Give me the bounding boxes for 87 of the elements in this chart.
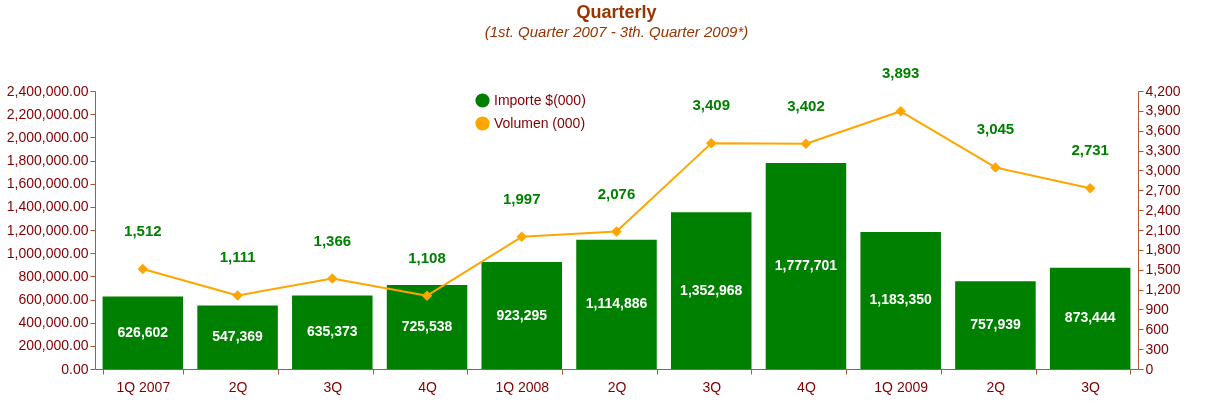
data-label: 1,111	[219, 248, 256, 266]
x-tick-label: 2Q	[228, 378, 248, 395]
legend-label: Importe $(000)	[494, 91, 586, 108]
x-tick-label: 4Q	[797, 378, 816, 395]
y-tick-label: 2,200,000.00	[6, 105, 89, 122]
data-label: 1,366	[313, 231, 352, 249]
y2-tick-label: 0	[1145, 360, 1154, 377]
point	[327, 273, 338, 284]
bar	[197, 305, 278, 369]
data-label: 1,997	[502, 189, 541, 207]
point	[705, 138, 717, 149]
data-label: 1,777,701	[774, 257, 838, 274]
x-tick-label: 2Q	[986, 378, 1006, 395]
data-label: 3,893	[881, 64, 920, 82]
y-tick-label: 2,000,000.00	[6, 128, 89, 145]
y-tick-label: 1,200,000.00	[6, 221, 89, 238]
y-tick-label: 0.00	[61, 360, 89, 377]
x-tick-label: 1Q 2007	[116, 378, 171, 395]
y2-tick-label: 300	[1145, 340, 1170, 357]
y-tick-label: 1,800,000.00	[6, 152, 89, 168]
y-tick-label: 1,400,000.00	[6, 198, 89, 215]
y-tick-label: 200,000.00	[18, 337, 89, 354]
data-label: 1,114,886	[585, 295, 648, 312]
y2-tick-label: 2,400	[1145, 201, 1181, 218]
y2-tick-label: 3,300	[1145, 142, 1181, 159]
y2-tick-label: 1,800	[1145, 241, 1181, 258]
chart-subtitle: (1st. Quarter 2007 - 3th. Quarter 2009*)	[484, 23, 749, 41]
bar	[292, 295, 373, 369]
point	[800, 138, 812, 150]
point	[421, 290, 433, 301]
y2-tick-label: 2,100	[1145, 221, 1181, 238]
x-tick-label: 2Q	[607, 378, 627, 395]
data-label: 3,045	[976, 120, 1015, 138]
bar	[576, 239, 657, 369]
data-label: 3,409	[692, 96, 731, 114]
x-tick-label: 1Q 2008	[495, 378, 550, 395]
y2-tick-label: 3,600	[1145, 122, 1181, 139]
y2-tick-label: 3,000	[1145, 161, 1181, 178]
data-label: 725,538	[401, 317, 453, 334]
point	[895, 106, 906, 117]
bar	[102, 296, 184, 369]
y2-tick-label: 2,700	[1145, 181, 1181, 198]
y2-tick-label: 1,200	[1145, 281, 1181, 298]
data-label: 873,444	[1064, 309, 1116, 326]
y-tick-label: 1,600,000.00	[6, 175, 89, 192]
point	[137, 263, 149, 275]
bar	[765, 163, 847, 369]
point	[516, 231, 528, 243]
y2-tick-label: 4,200	[1145, 82, 1181, 99]
x-tick-label: 3Q	[1081, 378, 1101, 395]
point	[990, 162, 1001, 173]
x-tick-label: 1Q 2009	[874, 378, 929, 395]
bar	[955, 281, 1036, 369]
data-label: 757,939	[970, 316, 1021, 333]
y2-tick-label: 1,500	[1145, 261, 1181, 278]
data-label: 1,108	[408, 248, 446, 266]
point	[1084, 182, 1096, 194]
data-label: 1,512	[124, 221, 162, 239]
x-tick-label: 3Q	[323, 378, 343, 395]
x-tick-label: 3Q	[702, 378, 722, 395]
y2-tick-label: 600	[1145, 320, 1170, 337]
bar	[860, 231, 941, 369]
bar	[1049, 267, 1131, 369]
data-label: 635,373	[307, 323, 358, 340]
x-tick-label: 4Q	[418, 378, 437, 395]
data-label: 626,602	[117, 323, 169, 340]
data-label: 1,183,350	[869, 291, 933, 308]
y2-tick-label: 3,900	[1145, 102, 1181, 119]
data-label: 2,731	[1071, 141, 1109, 159]
point	[611, 226, 622, 237]
bar	[481, 262, 563, 369]
y-tick-label: 600,000.00	[18, 291, 89, 307]
y-tick-label: 1,000,000.00	[6, 244, 89, 261]
data-label: 2,076	[597, 184, 636, 202]
y-tick-label: 2,400,000.00	[6, 82, 89, 99]
y-tick-label: 800,000.00	[18, 267, 89, 284]
chart-title: Quarterly	[576, 2, 657, 23]
data-label: 547,369	[212, 328, 264, 345]
legend-label: Volumen (000)	[494, 114, 586, 131]
y-tick-label: 400,000.00	[18, 314, 89, 331]
data-label: 923,295	[496, 306, 548, 323]
data-label: 1,352,968	[680, 281, 743, 298]
point	[232, 290, 243, 301]
bar	[670, 212, 752, 369]
y2-tick-label: 900	[1145, 300, 1170, 317]
data-label: 3,402	[787, 96, 825, 114]
bar	[386, 284, 468, 369]
